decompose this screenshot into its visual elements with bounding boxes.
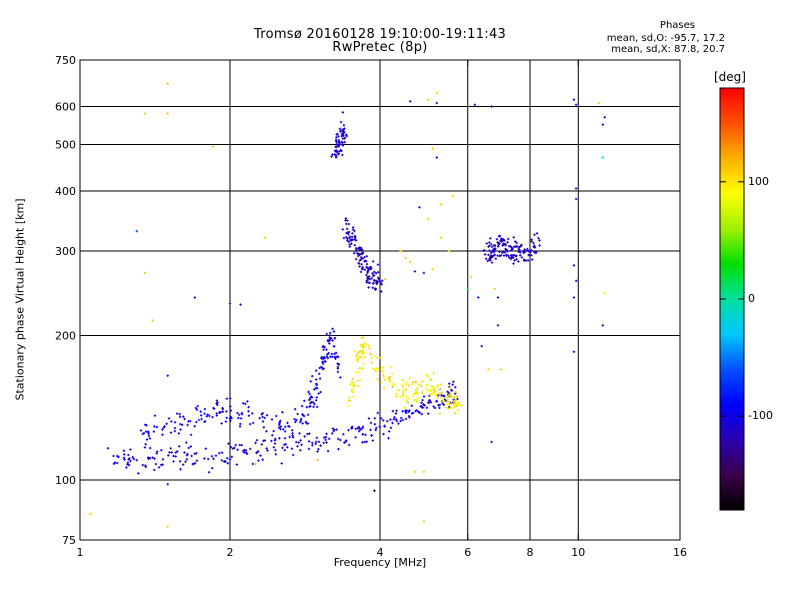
y-tick-label: 200 — [55, 330, 76, 343]
colorbar-tick-label: 100 — [748, 174, 769, 188]
colorbar-tick-label: 0 — [748, 292, 755, 305]
x-tick-label: 10 — [571, 546, 585, 559]
x-tick-label: 16 — [673, 546, 687, 559]
y-tick-label: 750 — [55, 54, 76, 67]
stats-o-mode: mean, sd,O: -95.7, 17.2 — [606, 33, 725, 44]
y-tick-label: 400 — [55, 185, 76, 198]
y-tick-label: 300 — [55, 245, 76, 258]
x-tick-label: 1 — [77, 546, 84, 559]
chart-title-line2: RwPretec (8p) — [332, 40, 428, 55]
colorbar-ticks — [720, 181, 744, 417]
y-tick-label: 500 — [55, 139, 76, 152]
data-points — [89, 82, 606, 528]
stats-heading: Phases — [659, 20, 695, 31]
y-tick-label: 100 — [55, 474, 76, 487]
chart-title-line1: Tromsø 20160128 19:10:00-19:11:43 — [253, 27, 507, 42]
x-axis-label: Frequency [MHz] — [333, 556, 427, 569]
x-tick-label: 8 — [527, 546, 534, 559]
y-tick-label: 75 — [62, 534, 76, 547]
x-tick-label: 4 — [377, 546, 384, 559]
x-tick-label: 2 — [227, 546, 234, 559]
colorbar-tick-label: -100 — [748, 409, 773, 423]
y-tick-label: 600 — [55, 101, 76, 114]
colorbar-label: [deg] — [714, 70, 746, 84]
x-tick-label: 6 — [464, 546, 471, 559]
stats-x-mode: mean, sd,X: 87.8, 20.7 — [611, 44, 725, 55]
x-axis: 1 2 4 6 8 10 16 — [77, 60, 687, 559]
grid-lines — [80, 60, 680, 540]
y-axis: 75 100 200 300 400 500 600 750 — [55, 54, 680, 547]
y-axis-label: Stationary phase Virtual Height [km] — [13, 198, 27, 401]
